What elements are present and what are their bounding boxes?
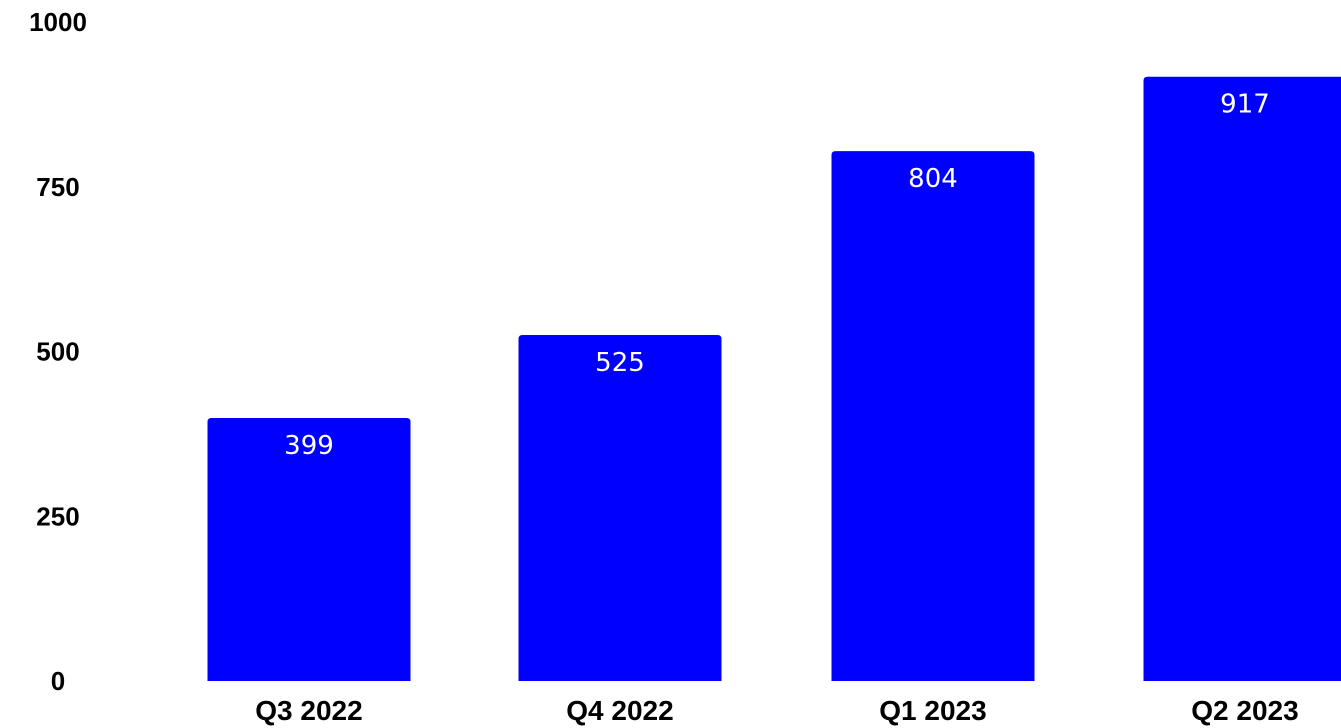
bar [1143, 76, 1341, 681]
y-axis: 0 250 500 750 1000 [29, 7, 87, 696]
data-label: 399 [284, 431, 334, 461]
y-tick-label: 250 [36, 501, 79, 531]
bar [207, 418, 411, 681]
data-label: 917 [1220, 90, 1270, 120]
y-tick-label: 1000 [29, 7, 87, 37]
y-tick-label: 0 [51, 666, 65, 696]
y-tick-label: 750 [36, 172, 79, 202]
x-axis: Q3 2022 Q4 2022 Q1 2023 Q2 2023 [255, 695, 1298, 726]
x-tick-label: Q3 2022 [255, 695, 362, 726]
bars [207, 76, 1341, 681]
bar [831, 151, 1035, 681]
data-label: 804 [908, 164, 958, 194]
x-tick-label: Q1 2023 [879, 695, 986, 726]
data-labels: 399 525 804 917 [284, 90, 1270, 461]
x-tick-label: Q4 2022 [566, 695, 673, 726]
bar [518, 335, 722, 681]
data-label: 525 [595, 348, 645, 378]
y-tick-label: 500 [36, 337, 79, 367]
x-tick-label: Q2 2023 [1191, 695, 1298, 726]
